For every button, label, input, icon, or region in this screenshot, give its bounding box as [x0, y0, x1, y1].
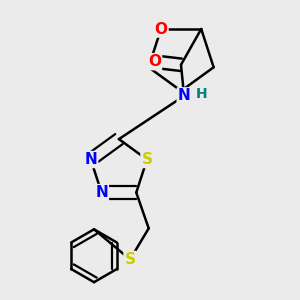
Text: O: O — [148, 54, 161, 69]
Text: N: N — [178, 88, 190, 104]
Text: S: S — [124, 252, 136, 267]
Text: N: N — [84, 152, 97, 167]
Text: O: O — [154, 22, 167, 37]
Text: S: S — [142, 152, 152, 167]
Text: H: H — [195, 87, 207, 101]
Text: N: N — [95, 185, 108, 200]
